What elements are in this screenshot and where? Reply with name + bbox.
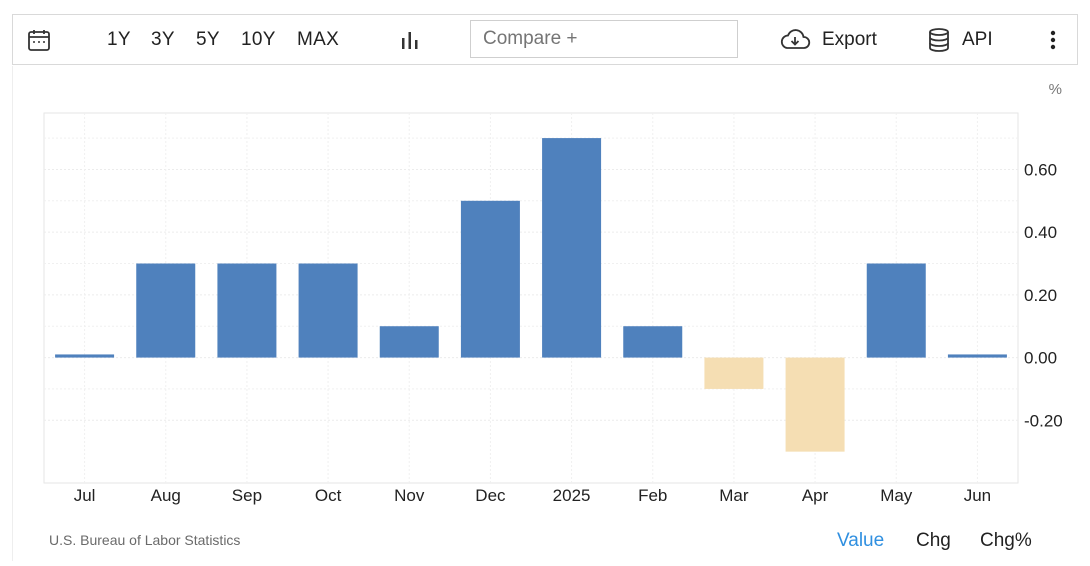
bar-chart-icon[interactable] bbox=[399, 15, 421, 64]
range-5y-button[interactable]: 5Y bbox=[196, 29, 220, 50]
bar-mar[interactable] bbox=[704, 357, 764, 389]
x-tick-label: Jul bbox=[74, 486, 96, 505]
chart-toolbar: 1Y 3Y 5Y 10Y MAX Export API bbox=[12, 14, 1078, 65]
x-tick-label: Oct bbox=[315, 486, 342, 505]
bar-jul[interactable] bbox=[55, 354, 115, 358]
bar-2025[interactable] bbox=[542, 138, 602, 358]
bar-aug[interactable] bbox=[136, 263, 196, 358]
range-10y-button[interactable]: 10Y bbox=[241, 29, 276, 50]
bar-dec[interactable] bbox=[460, 200, 520, 358]
more-vertical-icon[interactable] bbox=[1049, 15, 1057, 64]
ticks-layer: -0.20 0.00 0.20 0.40 0.60 Jul Aug Sep Oct Nov Dec 2… bbox=[74, 160, 1063, 505]
mode-chg-pct-button[interactable]: Chg% bbox=[980, 530, 1032, 551]
range-3y-button[interactable]: 3Y bbox=[151, 29, 175, 50]
mode-chg-button[interactable]: Chg bbox=[916, 530, 951, 551]
x-tick-label: Aug bbox=[151, 486, 181, 505]
bar-oct[interactable] bbox=[298, 263, 358, 358]
api-button[interactable]: API bbox=[962, 29, 993, 50]
cloud-download-icon[interactable] bbox=[779, 15, 811, 64]
x-tick-label: Jun bbox=[964, 486, 991, 505]
compare-input[interactable] bbox=[470, 20, 738, 58]
bars-layer bbox=[55, 138, 1007, 452]
bar-sep[interactable] bbox=[217, 263, 277, 358]
y-tick-label: -0.20 bbox=[1024, 411, 1063, 430]
bar-may[interactable] bbox=[866, 263, 926, 358]
y-tick-label: 0.60 bbox=[1024, 160, 1057, 179]
x-tick-label: Mar bbox=[719, 486, 749, 505]
x-tick-label: Nov bbox=[394, 486, 425, 505]
x-tick-label: Feb bbox=[638, 486, 667, 505]
source-label: U.S. Bureau of Labor Statistics bbox=[49, 532, 241, 548]
export-button[interactable]: Export bbox=[822, 29, 877, 50]
bar-nov[interactable] bbox=[379, 326, 439, 358]
y-tick-label: 0.20 bbox=[1024, 286, 1057, 305]
x-tick-label: Apr bbox=[802, 486, 829, 505]
database-icon[interactable] bbox=[927, 15, 951, 64]
chart-area: -0.20 0.00 0.20 0.40 0.60 Jul Aug Sep Oct Nov Dec 2… bbox=[12, 66, 1078, 561]
plot-border bbox=[43, 112, 1019, 484]
range-max-button[interactable]: MAX bbox=[297, 29, 340, 50]
x-tick-label: Dec bbox=[475, 486, 506, 505]
y-tick-label: 0.40 bbox=[1024, 223, 1057, 242]
x-tick-label: May bbox=[880, 486, 913, 505]
bar-feb[interactable] bbox=[623, 326, 683, 358]
x-tick-label: Sep bbox=[232, 486, 262, 505]
y-unit-label: % bbox=[1049, 81, 1062, 98]
range-1y-button[interactable]: 1Y bbox=[107, 29, 131, 50]
x-tick-label: 2025 bbox=[553, 486, 591, 505]
mode-value-button[interactable]: Value bbox=[837, 530, 885, 551]
calendar-icon[interactable] bbox=[27, 15, 51, 64]
y-tick-label: 0.00 bbox=[1024, 349, 1057, 368]
bar-apr[interactable] bbox=[785, 357, 845, 452]
bar-chart: -0.20 0.00 0.20 0.40 0.60 Jul Aug Sep Oct Nov Dec 2… bbox=[43, 81, 1063, 505]
bar-jun[interactable] bbox=[947, 354, 1007, 358]
